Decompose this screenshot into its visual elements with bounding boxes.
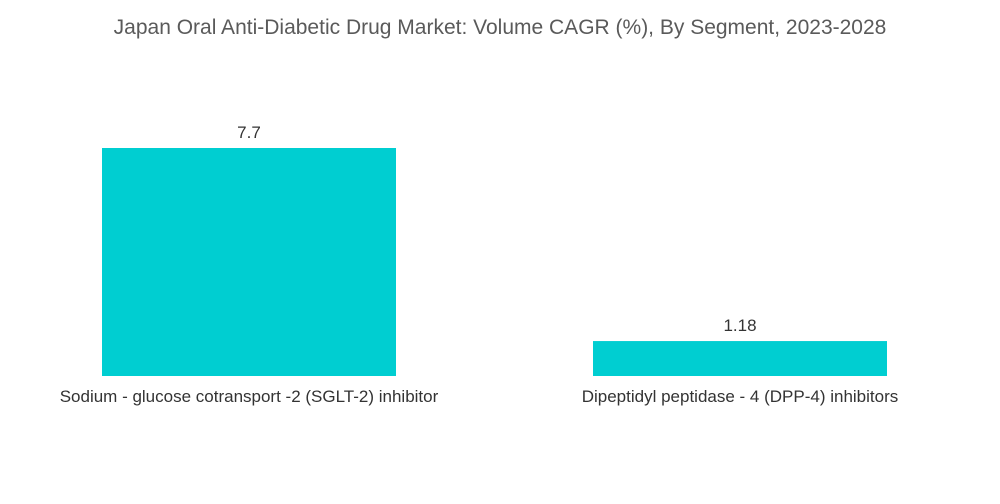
bar-value-label-2: 1.18	[723, 316, 756, 335]
bar-2	[593, 341, 887, 376]
chart-title: Japan Oral Anti-Diabetic Drug Market: Vo…	[113, 16, 887, 39]
bar-1	[102, 148, 396, 376]
bar-value-label-1: 7.7	[237, 123, 261, 142]
category-label-1: Sodium - glucose cotransport -2 (SGLT-2)…	[60, 387, 439, 406]
category-label-2: Dipeptidyl peptidase - 4 (DPP-4) inhibit…	[582, 387, 899, 406]
